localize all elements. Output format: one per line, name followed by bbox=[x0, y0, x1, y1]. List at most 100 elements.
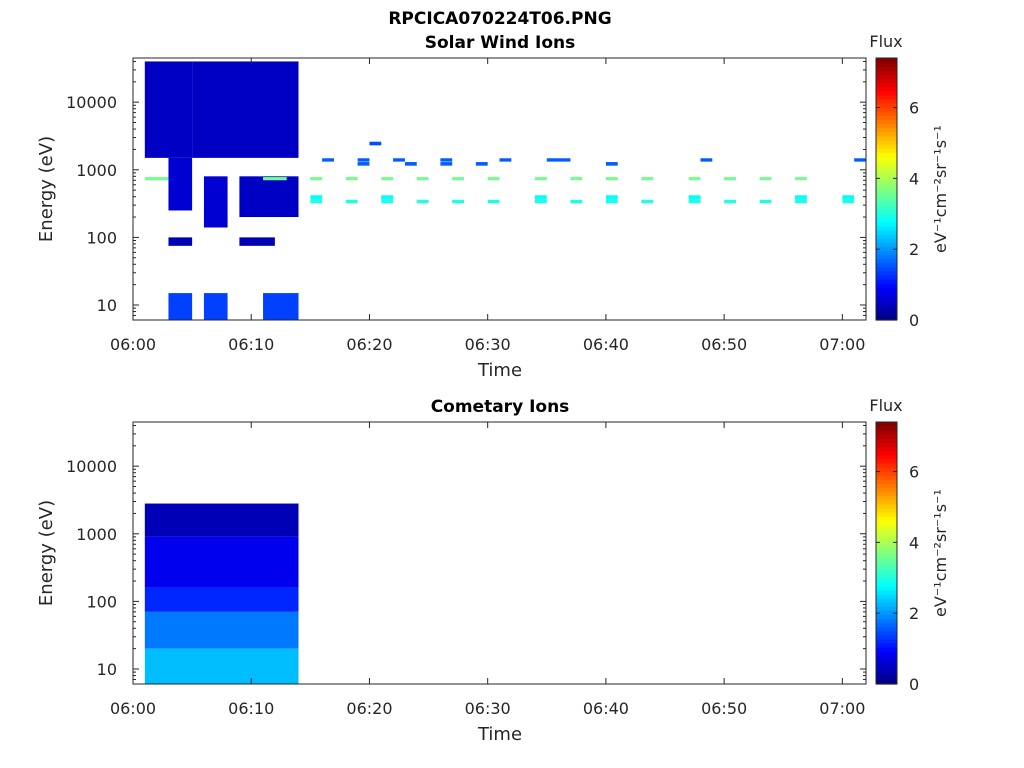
colorbar-segment bbox=[876, 103, 897, 108]
colorbar-segment bbox=[876, 659, 897, 665]
colorbar-segment bbox=[876, 258, 897, 264]
colorbar-tick-label: 2 bbox=[909, 604, 919, 623]
heatmap-cell bbox=[641, 177, 654, 181]
colorbar-tick-label: 0 bbox=[909, 311, 919, 330]
colorbar-segment bbox=[876, 655, 897, 661]
heatmap-cell bbox=[546, 158, 571, 162]
colorbar-segment bbox=[876, 70, 897, 75]
heatmap-cells bbox=[144, 61, 866, 320]
heatmap-cell bbox=[239, 237, 275, 246]
colorbar-segment bbox=[876, 434, 897, 439]
colorbar-segment bbox=[876, 172, 897, 178]
colorbar-segment bbox=[876, 651, 897, 656]
y-tick-label: 10 bbox=[97, 296, 117, 315]
heatmap-cell bbox=[144, 611, 299, 649]
x-axis-label: Time bbox=[477, 360, 522, 381]
x-axis: 06:00 06:10 06:20 06:30 06:40 06:50 07:00 bbox=[110, 58, 865, 354]
colorbar-segment bbox=[876, 311, 897, 317]
colorbar-segment bbox=[876, 446, 897, 452]
colorbar-segment bbox=[876, 454, 897, 460]
colorbar-segment bbox=[876, 139, 897, 145]
heatmap-cell bbox=[487, 199, 500, 204]
y-tick-label: 100 bbox=[86, 228, 117, 247]
colorbar-segment bbox=[876, 442, 897, 448]
heatmap-cell bbox=[168, 157, 193, 211]
colorbar-segment bbox=[876, 270, 897, 276]
heatmap-cell bbox=[203, 293, 228, 320]
heatmap-cell bbox=[144, 61, 193, 158]
heatmap-cell bbox=[605, 195, 618, 200]
colorbar-segment bbox=[876, 630, 897, 636]
x-axis-label: Time bbox=[477, 724, 522, 745]
heatmap-cell bbox=[144, 536, 299, 588]
heatmap-cell bbox=[795, 199, 807, 204]
colorbar-segment bbox=[876, 667, 897, 673]
colorbar-segment bbox=[876, 189, 897, 194]
x-tick-label: 06:30 bbox=[465, 335, 511, 354]
x-tick-label: 06:50 bbox=[701, 699, 747, 718]
colorbar-segment bbox=[876, 201, 897, 206]
heatmap-cell bbox=[144, 177, 169, 181]
cometary-panel: Cometary Ions 06:00 06:10 06:20 06:30 06:40 0… bbox=[36, 396, 950, 745]
x-tick-label: 06:30 bbox=[465, 699, 511, 718]
colorbar-segment bbox=[876, 94, 897, 100]
y-axis-label: Energy (eV) bbox=[36, 500, 57, 606]
colorbar-segment bbox=[876, 458, 897, 464]
heatmap-cell bbox=[570, 199, 583, 204]
heatmap-cell bbox=[605, 162, 618, 166]
colorbar-tick-label: 6 bbox=[909, 463, 919, 482]
colorbar-segment bbox=[876, 225, 897, 231]
heatmap-cell bbox=[641, 199, 654, 204]
y-tick-label: 100 bbox=[86, 592, 117, 611]
colorbar-segment bbox=[876, 483, 897, 489]
heatmap-cell bbox=[381, 195, 394, 200]
colorbar-segment bbox=[876, 471, 897, 476]
colorbar-segment bbox=[876, 475, 897, 480]
colorbar: 0 2 4 6 bbox=[875, 421, 919, 694]
colorbar-segment bbox=[876, 160, 897, 166]
colorbar-frame bbox=[875, 421, 898, 685]
colorbar-segment bbox=[876, 507, 897, 513]
colorbar-segment bbox=[876, 279, 897, 284]
heatmap-cell bbox=[416, 177, 429, 181]
colorbar-segment bbox=[876, 679, 897, 685]
colorbar-segment bbox=[876, 295, 897, 301]
figure-title: RPCICA070224T06.PNG bbox=[388, 9, 611, 29]
colorbar-segment bbox=[876, 176, 897, 182]
colorbar-segment bbox=[876, 119, 897, 125]
colorbar-segment bbox=[876, 58, 897, 63]
colorbar-label: eV⁻¹cm⁻²sr⁻¹s⁻¹ bbox=[931, 125, 950, 253]
heatmap-cell bbox=[724, 177, 736, 181]
colorbar-segment bbox=[876, 671, 897, 677]
heatmap-cell bbox=[357, 158, 370, 162]
colorbar-segment bbox=[876, 66, 897, 71]
heatmap-cell bbox=[452, 199, 465, 204]
heatmap-cell bbox=[605, 177, 618, 181]
colorbar-segment bbox=[876, 90, 897, 96]
colorbar-tick-label: 0 bbox=[909, 675, 919, 694]
colorbar-segment bbox=[876, 495, 897, 501]
colorbar-tick-label: 6 bbox=[909, 99, 919, 118]
colorbar-segment bbox=[876, 266, 897, 272]
colorbar-segment bbox=[876, 315, 897, 321]
colorbar-segment bbox=[876, 127, 897, 133]
heatmap-cell bbox=[144, 587, 299, 612]
heatmap-cell bbox=[534, 199, 547, 204]
colorbar-segment bbox=[876, 250, 897, 256]
colorbar-segment bbox=[876, 462, 897, 468]
colorbar-segment bbox=[876, 307, 897, 313]
colorbar-segment bbox=[876, 569, 897, 575]
heatmap-cell bbox=[499, 158, 512, 162]
heatmap-cell bbox=[842, 195, 855, 200]
colorbar-segment bbox=[876, 520, 897, 525]
colorbar-frame bbox=[875, 57, 898, 321]
heatmap-cell bbox=[688, 195, 701, 200]
colorbar-segment bbox=[876, 131, 897, 137]
colorbar-segment bbox=[876, 516, 897, 521]
heatmap-cells bbox=[144, 503, 299, 684]
colorbar-segment bbox=[876, 565, 897, 570]
heatmap-cell bbox=[144, 503, 299, 537]
colorbar-segment bbox=[876, 152, 897, 157]
y-axis-label: Energy (eV) bbox=[36, 136, 57, 242]
heatmap-cell bbox=[487, 177, 500, 181]
